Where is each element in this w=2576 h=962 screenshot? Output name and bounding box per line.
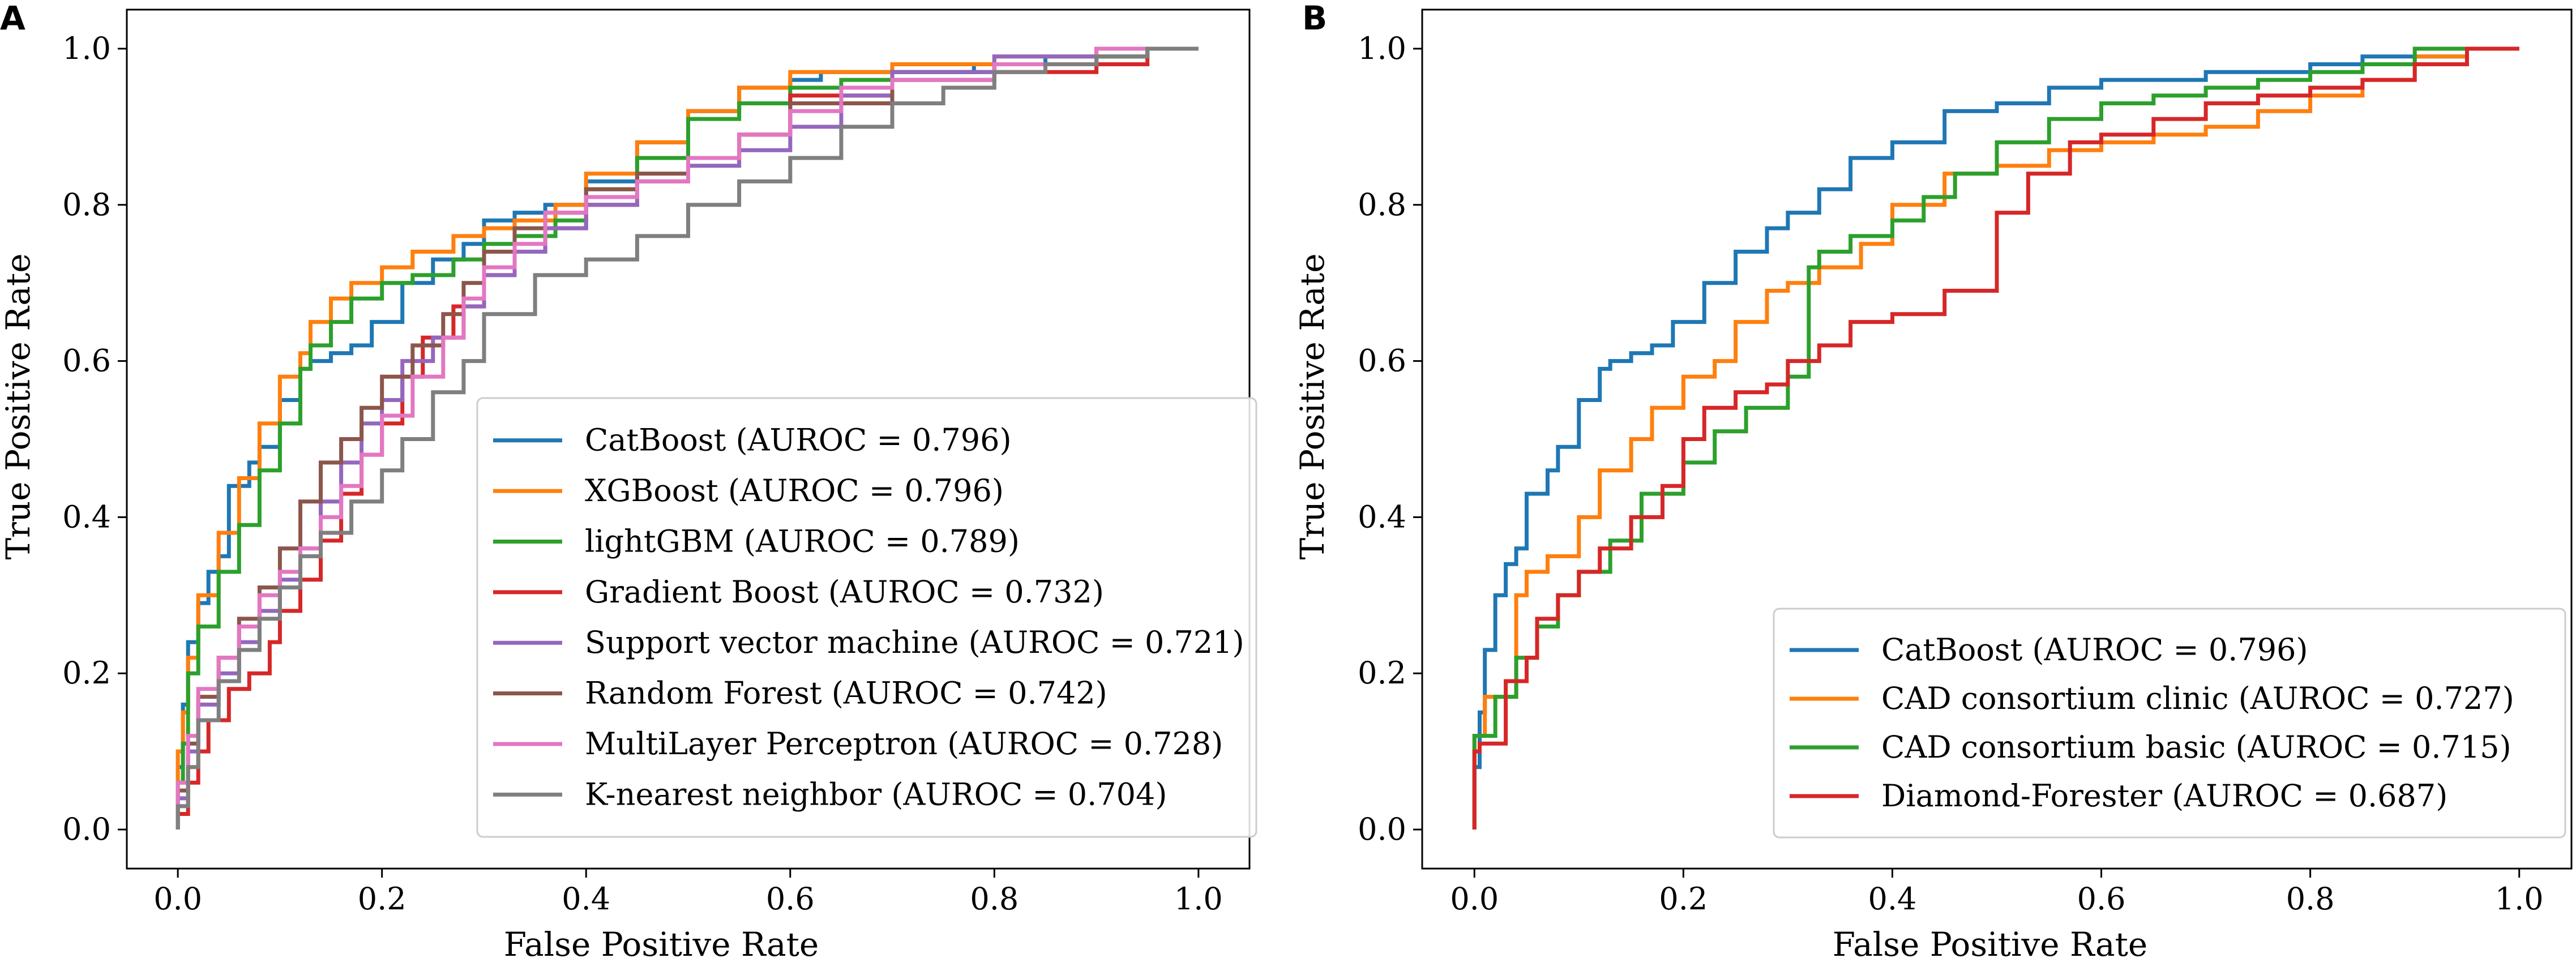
panel-b-ytick-label-0: 0.0 [1358,811,1406,847]
panel-a-legend-label-6: MultiLayer Perceptron (AUROC = 0.728) [585,726,1223,762]
panel-b-series [1472,46,2519,830]
panel-a-ticks: 0.0 0.2 0.4 0.6 0.8 1.0 0.0 0.2 0.4 0.6 0.8 1.0 [62,31,1223,917]
panel-a-ytick-label-1: 0.2 [62,655,111,691]
panel-a-xtick-label-2: 0.4 [562,881,610,917]
panel-a-xtick-label-1: 0.2 [358,881,406,917]
panel-b-ytick-label-2: 0.4 [1358,499,1406,535]
panel-letter-b: B [1302,0,1327,37]
panel-a-xtick-label-0: 0.0 [153,881,202,917]
panel-a-ytick-label-5: 1.0 [62,31,111,66]
panel-a-legend-label-0: CatBoost (AUROC = 0.796) [585,422,1012,458]
panel-b-series-0 [1472,46,2519,830]
panel-a-ytick-label-0: 0.0 [62,811,111,847]
panel-a-xtick-label-4: 0.8 [970,881,1019,917]
panel-b-legend-label-1: CAD consortium clinic (AUROC = 0.727) [1881,681,2514,716]
panel-a-legend: CatBoost (AUROC = 0.796) XGBoost (AUROC =… [476,397,1257,838]
panel-b-series-3 [1472,46,2519,830]
panel-a-legend-label-5: Random Forest (AUROC = 0.742) [585,675,1107,711]
panel-a-legend-label-1: XGBoost (AUROC = 0.796) [585,473,1004,508]
panel-a-xtick-label-5: 1.0 [1174,881,1223,917]
panel-a-series-6 [176,46,1199,830]
panel-b-series-1 [1472,46,2519,830]
panel-a-xtick-label-3: 0.6 [766,881,815,917]
panel-b: B True Positive Rate False Positive Rate… [1293,0,2573,962]
panel-b-legend: CatBoost (AUROC = 0.796) CAD consortium c… [1773,608,2566,839]
panel-b-ylabel: True Positive Rate [1293,253,1332,559]
panel-a-ytick-label-4: 0.8 [62,187,111,223]
panel-a-legend-label-4: Support vector machine (AUROC = 0.721) [585,625,1244,660]
panel-a-xlabel: False Positive Rate [504,925,819,962]
panel-b-xtick-label-5: 1.0 [2495,881,2544,917]
panel-b-legend-label-0: CatBoost (AUROC = 0.796) [1881,632,2308,668]
panel-b-xtick-label-0: 0.0 [1450,881,1499,917]
panel-b-ytick-label-4: 0.8 [1358,187,1406,223]
panel-a-legend-label-2: lightGBM (AUROC = 0.789) [585,523,1020,559]
panel-b-frame [1421,8,2573,870]
panel-b-ytick-label-5: 1.0 [1358,31,1406,66]
panel-a-series-2 [176,46,1199,830]
panel-a-series-7 [176,46,1199,830]
panel-a-ytick-label-3: 0.6 [62,343,111,379]
panel-a-ylabel: True Positive Rate [0,253,37,559]
panel-a-series [176,46,1199,830]
panel-b-xtick-label-4: 0.8 [2286,881,2335,917]
panel-b-legend-label-3: Diamond-Forester (AUROC = 0.687) [1881,778,2447,814]
panel-a-legend-label-3: Gradient Boost (AUROC = 0.732) [585,574,1104,610]
panel-a-legend-box [476,397,1257,838]
panel-b-xtick-label-1: 0.2 [1659,881,1708,917]
panel-b-xtick-label-3: 0.6 [2077,881,2126,917]
panel-b-xtick-label-2: 0.4 [1868,881,1917,917]
panel-a-legend-label-7: K-nearest neighbor (AUROC = 0.704) [585,776,1167,812]
panel-b-ticks: 0.0 0.2 0.4 0.6 0.8 1.0 0.0 0.2 0.4 0.6 0.8 1.0 [1358,31,2544,917]
panel-b-legend-box [1773,608,2566,839]
panel-letter-a: A [0,0,25,37]
panel-a-series-1 [176,46,1199,830]
panel-a: A True Positive Rate False Positive Rate… [0,0,1257,962]
panel-a-ytick-label-2: 0.4 [62,499,111,535]
panel-b-xlabel: False Positive Rate [1833,925,2147,962]
panel-b-ytick-label-1: 0.2 [1358,655,1406,691]
panel-b-ytick-label-3: 0.6 [1358,343,1406,379]
panel-b-legend-label-2: CAD consortium basic (AUROC = 0.715) [1881,729,2511,765]
